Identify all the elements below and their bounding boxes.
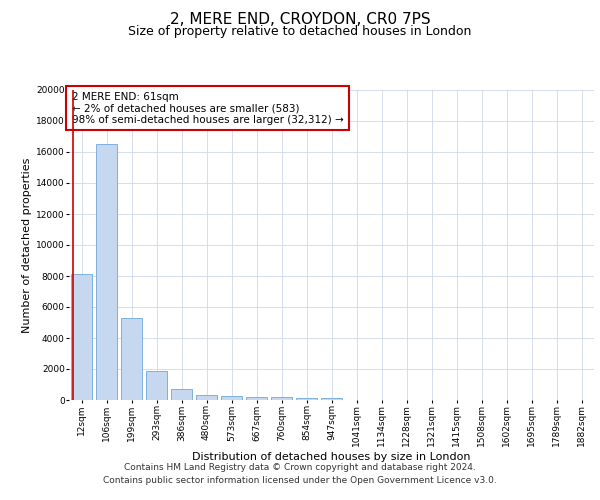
Text: Contains public sector information licensed under the Open Government Licence v3: Contains public sector information licen… xyxy=(103,476,497,485)
Y-axis label: Number of detached properties: Number of detached properties xyxy=(22,158,32,332)
Text: Size of property relative to detached houses in London: Size of property relative to detached ho… xyxy=(128,25,472,38)
Bar xyxy=(246,397,267,400)
Bar xyxy=(296,398,317,400)
Bar xyxy=(271,398,292,400)
Text: 2 MERE END: 61sqm
← 2% of detached houses are smaller (583)
98% of semi-detached: 2 MERE END: 61sqm ← 2% of detached house… xyxy=(71,92,343,124)
Bar xyxy=(146,372,167,400)
Bar xyxy=(196,394,217,400)
Text: Contains HM Land Registry data © Crown copyright and database right 2024.: Contains HM Land Registry data © Crown c… xyxy=(124,462,476,471)
Bar xyxy=(321,398,342,400)
Bar xyxy=(121,318,142,400)
Bar xyxy=(171,389,192,400)
Bar xyxy=(96,144,117,400)
Text: 2, MERE END, CROYDON, CR0 7PS: 2, MERE END, CROYDON, CR0 7PS xyxy=(170,12,430,28)
X-axis label: Distribution of detached houses by size in London: Distribution of detached houses by size … xyxy=(192,452,471,462)
Bar xyxy=(71,274,92,400)
Bar xyxy=(221,396,242,400)
